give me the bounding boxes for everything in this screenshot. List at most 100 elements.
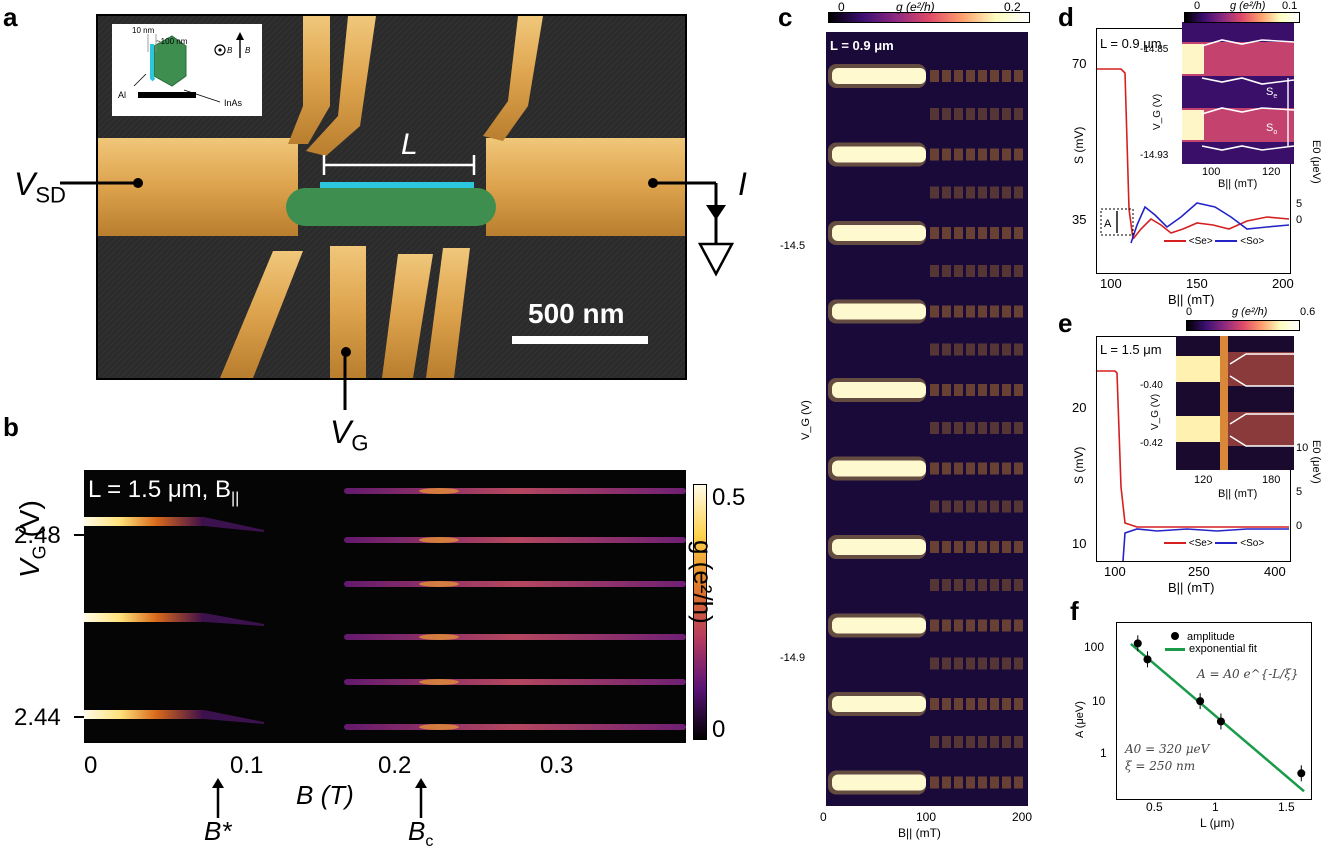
panel-d-right-ytick-5: 5 xyxy=(1296,198,1303,210)
oscillation-cell xyxy=(990,108,999,120)
oscillation-cell xyxy=(966,265,975,277)
oscillation-cell xyxy=(978,657,987,670)
oscillation-cell xyxy=(954,227,963,239)
oscillation-cell xyxy=(1014,619,1023,632)
panel-f-ytick-100: 100 xyxy=(1084,640,1105,654)
oscillation-cell xyxy=(966,541,975,553)
panel-d-inset-ytick-2: -14.93 xyxy=(1140,150,1169,161)
oscillation-cell xyxy=(954,736,963,748)
oscillation-cell xyxy=(990,462,999,475)
oscillation-cell xyxy=(990,541,999,553)
oscillation-cell xyxy=(978,736,987,748)
panel-letter-e: e xyxy=(1058,308,1073,338)
oscillation-cell xyxy=(1002,619,1011,632)
oscillation-cell xyxy=(1002,657,1011,670)
panel-c-ytick-149: -14.9 xyxy=(780,652,806,664)
inset-inas-label: InAs xyxy=(224,98,243,108)
sem-image: 10 nm ~100 nm B B Al InAs L 500 nm xyxy=(96,14,687,380)
oscillation-cell xyxy=(930,500,939,513)
oscillation-cell xyxy=(1002,776,1011,789)
panel-d-inset-ytick-1: -14.85 xyxy=(1140,44,1169,55)
oscillation-cell xyxy=(954,579,963,591)
panel-d-label: L = 0.9 μm xyxy=(1100,36,1162,51)
oscillation-cell xyxy=(930,148,939,161)
oscillation-cell xyxy=(942,657,951,670)
panel-e-label: L = 1.5 μm xyxy=(1100,342,1162,357)
panel-d-xlabel: B|| (mT) xyxy=(1168,292,1215,307)
oscillation-cell xyxy=(942,579,951,591)
stripe xyxy=(832,539,926,555)
oscillation-cell xyxy=(1014,541,1023,553)
panel-d-curves xyxy=(1097,68,1290,244)
stripe xyxy=(832,460,926,477)
oscillation-cell xyxy=(942,227,951,239)
oscillation-cell xyxy=(966,186,975,199)
oscillation-cell xyxy=(930,186,939,199)
panel-d-cbar-min: 0 xyxy=(1194,0,1201,12)
oscillation-cell xyxy=(942,698,951,710)
stripe xyxy=(832,146,926,163)
oscillation-cell xyxy=(978,108,987,120)
panel-e-cbar-min: 0 xyxy=(1186,306,1193,318)
oscillation-cell xyxy=(954,500,963,513)
panel-c-plot: L = 0.9 μm xyxy=(826,32,1028,806)
panel-b-arrows xyxy=(212,778,427,818)
panel-c-colormap xyxy=(828,64,1023,795)
oscillation-cell xyxy=(978,265,987,277)
fit-line xyxy=(1130,643,1305,793)
oscillation-cell xyxy=(930,227,939,239)
oscillation-cell xyxy=(1002,462,1011,475)
panel-c-xtick-0: 0 xyxy=(820,810,827,824)
legend-se: <Se> xyxy=(1188,538,1213,549)
oscillation-cell xyxy=(990,186,999,199)
oscillation-cell xyxy=(990,305,999,318)
oscillation-cell xyxy=(1002,736,1011,748)
vsd-label: VSD xyxy=(14,166,66,208)
oscillation-cell xyxy=(978,500,987,513)
stripe xyxy=(832,225,926,241)
panel-b-cbar-top: 0.5 xyxy=(712,484,746,511)
panel-c-ytick-145: -14.5 xyxy=(780,240,806,252)
oscillation-cell xyxy=(930,619,939,632)
oscillation-cell xyxy=(930,384,939,396)
bc-label: Bc xyxy=(408,816,434,851)
oscillation-cell xyxy=(930,776,939,789)
oscillation-cell xyxy=(954,384,963,396)
oscillation-cell xyxy=(990,579,999,591)
oscillation-cell xyxy=(978,186,987,199)
oscillation-cell xyxy=(930,462,939,475)
oscillation-cell xyxy=(1002,265,1011,277)
oscillation-cell xyxy=(954,698,963,710)
panel-e-ylabel: S (mV) xyxy=(1072,446,1086,484)
cross-section-inset: 10 nm ~100 nm B B Al InAs xyxy=(112,24,262,116)
oscillation-cell xyxy=(1014,186,1023,199)
oscillation-cell xyxy=(990,736,999,748)
oscillation-cell xyxy=(966,108,975,120)
panel-e-xtick-100: 100 xyxy=(1104,564,1126,579)
legend-fit: exponential fit xyxy=(1189,643,1257,655)
oscillation-cell xyxy=(1014,500,1023,513)
stripe xyxy=(832,617,926,634)
oscillation-cell xyxy=(1002,422,1011,434)
oscillation-cell xyxy=(978,619,987,632)
panel-f-xtick-05: 0.5 xyxy=(1146,800,1163,814)
inset-dim-100nm: ~100 nm xyxy=(156,37,188,46)
oscillation-cell xyxy=(1014,422,1023,434)
oscillation-cell xyxy=(942,70,951,82)
panel-f-params: A0 = 320 μeV ξ = 250 nm xyxy=(1125,741,1209,775)
panel-f-axes: amplitude exponential fit A = A0 e^{-L/ξ… xyxy=(1116,622,1312,800)
panel-b-cbar-bottom: 0 xyxy=(712,716,726,743)
oscillation-cell xyxy=(1002,70,1011,82)
oscillation-cell xyxy=(1014,736,1023,748)
legend-se: <Se> xyxy=(1188,236,1213,247)
oscillation-cell xyxy=(930,343,939,356)
oscillation-cell xyxy=(1014,227,1023,239)
panel-e-ytick-20: 20 xyxy=(1072,400,1087,415)
oscillation-cell xyxy=(966,776,975,789)
panel-f-xtick-15: 1.5 xyxy=(1278,800,1295,814)
panel-e-right-ylabel: E0 (μeV) xyxy=(1310,440,1322,484)
oscillation-cell xyxy=(942,776,951,789)
oscillation-cell xyxy=(930,657,939,670)
oscillation-cell xyxy=(978,579,987,591)
panel-e-cbar-max: 0.6 xyxy=(1300,306,1316,318)
